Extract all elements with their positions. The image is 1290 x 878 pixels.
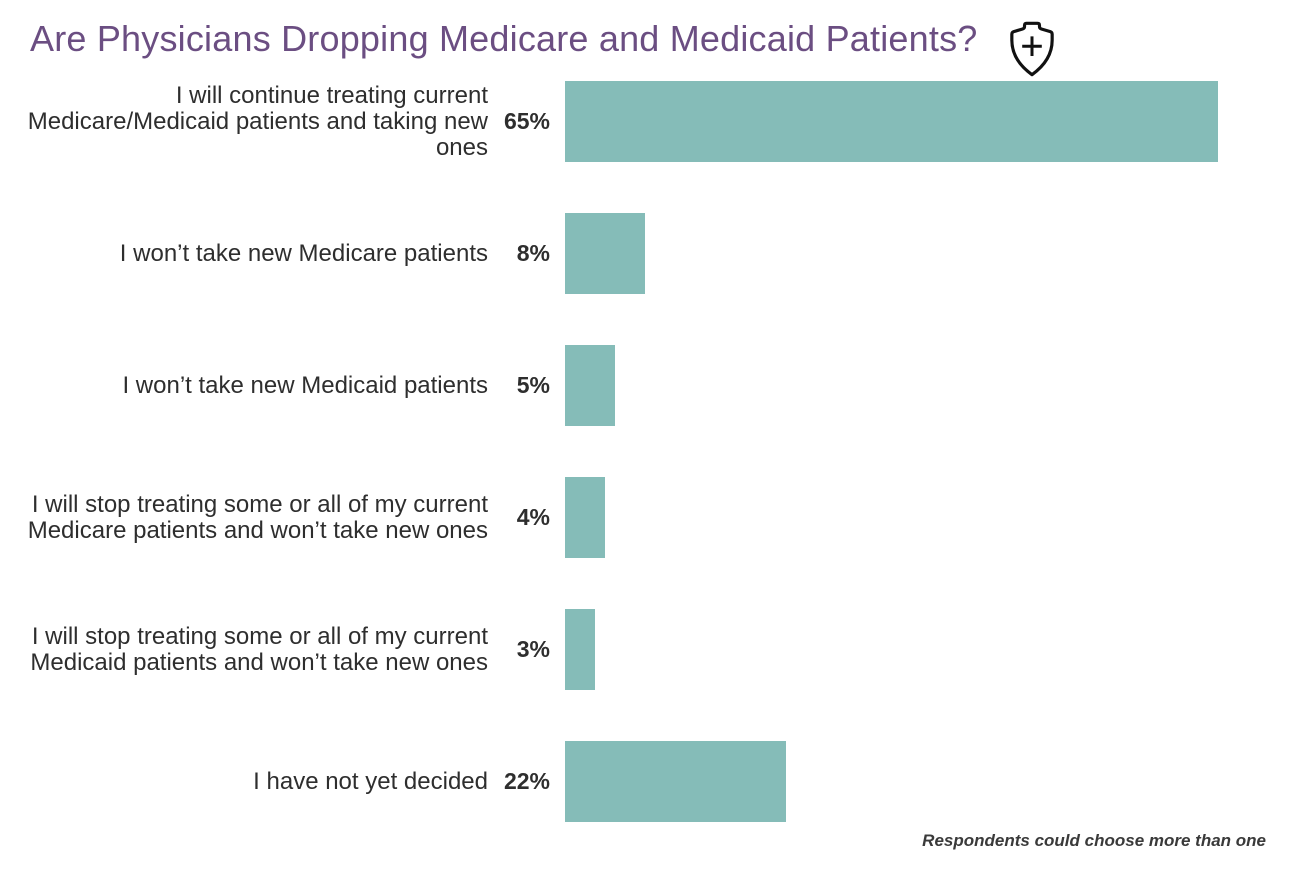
bar-label: I will stop treating some or all of my c… xyxy=(30,622,488,676)
bar-value: 22% xyxy=(503,768,550,794)
chart-row: I have not yet decided 22% xyxy=(0,741,1290,822)
chart-footnote: Respondents could choose more than one xyxy=(922,831,1266,850)
bar xyxy=(565,477,605,558)
chart-row: I will stop treating some or all of my c… xyxy=(0,609,1290,690)
bar-value: 3% xyxy=(516,636,550,662)
bar xyxy=(565,609,595,690)
chart-row: I won’t take new Medicaid patients 5% xyxy=(0,345,1290,426)
bar xyxy=(565,81,1218,162)
header: Are Physicians Dropping Medicare and Med… xyxy=(0,0,1290,77)
shield-plus-icon xyxy=(1004,18,1060,80)
bar-label: I will stop treating some or all of my c… xyxy=(27,490,488,544)
bar-label: I have not yet decided xyxy=(253,767,488,795)
chart-row: I will continue treating current Medicar… xyxy=(0,81,1290,162)
bar-label: I won’t take new Medicaid patients xyxy=(122,371,488,399)
chart-title: Are Physicians Dropping Medicare and Med… xyxy=(30,18,978,59)
chart-row: I won’t take new Medicare patients 8% xyxy=(0,213,1290,294)
bar-value: 5% xyxy=(516,372,550,398)
bar-chart: I will continue treating current Medicar… xyxy=(0,81,1290,822)
bar-value: 8% xyxy=(516,240,550,266)
bar-value: 65% xyxy=(503,108,550,134)
bar xyxy=(565,213,645,294)
bar-value: 4% xyxy=(516,504,550,530)
chart-row: I will stop treating some or all of my c… xyxy=(0,477,1290,558)
bar-label: I will continue treating current Medicar… xyxy=(27,81,488,161)
bar-label: I won’t take new Medicare patients xyxy=(119,239,488,267)
bar xyxy=(565,345,615,426)
bar xyxy=(565,741,786,822)
